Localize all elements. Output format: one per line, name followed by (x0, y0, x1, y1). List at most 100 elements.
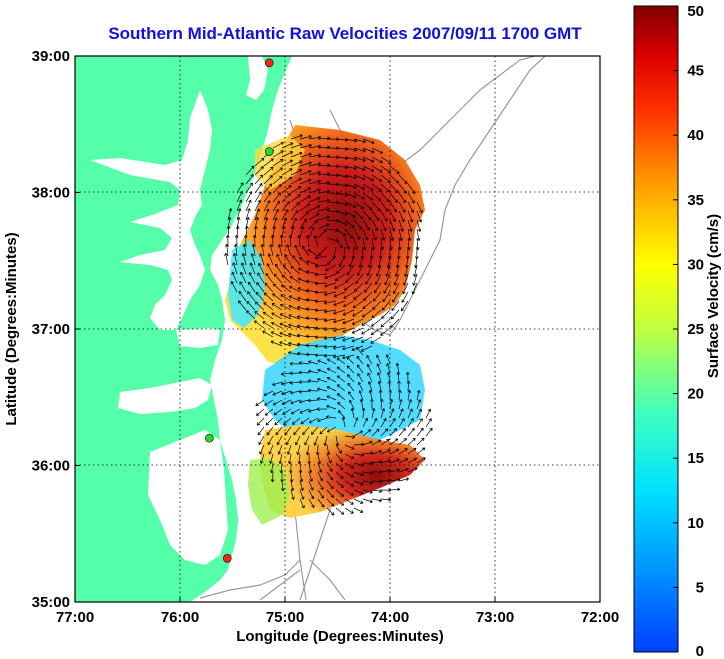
current-vector (299, 178, 312, 185)
current-vector (347, 374, 355, 383)
current-vector (308, 226, 315, 239)
current-vector (326, 404, 337, 410)
current-vector (385, 264, 391, 277)
current-vector (362, 201, 373, 211)
current-vector (371, 309, 382, 319)
current-vector (289, 471, 294, 483)
current-vector (317, 489, 324, 499)
current-vector (290, 390, 301, 395)
current-vector (370, 336, 382, 344)
current-vector (377, 380, 382, 392)
current-vector (287, 453, 292, 465)
current-vector (232, 262, 238, 275)
current-vector (380, 438, 390, 446)
current-vector (254, 208, 260, 221)
current-vector (370, 398, 374, 410)
current-vector (288, 323, 301, 329)
current-vector (398, 477, 409, 482)
current-vector (317, 417, 328, 422)
current-vector (338, 410, 346, 419)
current-vector (371, 183, 382, 192)
current-vector (394, 264, 400, 277)
current-vector (306, 260, 319, 266)
y-tick-label: 36:00 (32, 458, 70, 475)
current-vector (326, 376, 337, 383)
current-vector (298, 267, 310, 275)
current-vector (279, 313, 292, 320)
current-vector (224, 253, 229, 266)
current-vector (344, 192, 357, 199)
current-vector (299, 408, 310, 414)
current-vector (281, 168, 293, 176)
current-vector (263, 292, 274, 302)
current-vector (362, 498, 373, 504)
current-vector (254, 311, 265, 320)
current-vector (345, 273, 355, 283)
current-vector (344, 156, 357, 161)
current-vector (272, 175, 283, 185)
current-vector (389, 219, 396, 232)
current-vector (290, 489, 295, 500)
current-vector (280, 381, 292, 386)
current-vector (353, 174, 366, 181)
x-tick-label: 75:00 (266, 609, 304, 626)
current-vector (292, 255, 301, 266)
current-vector (299, 498, 305, 509)
current-vector (353, 228, 361, 240)
current-vector (349, 399, 355, 410)
current-vector (318, 246, 328, 256)
current-vector (240, 262, 247, 275)
current-vector (290, 169, 303, 176)
current-vector (336, 375, 346, 383)
current-vector (332, 345, 346, 350)
current-vector (294, 244, 301, 257)
current-vector (281, 159, 293, 167)
current-vector (317, 453, 322, 465)
current-vector (308, 179, 321, 185)
current-vector (262, 330, 274, 338)
current-vector (256, 282, 265, 293)
current-vector (361, 309, 373, 318)
current-vector (371, 479, 383, 484)
current-vector (306, 269, 319, 275)
current-vector (290, 134, 303, 140)
current-vector (425, 427, 433, 437)
current-vector (335, 201, 348, 207)
current-vector (352, 309, 364, 317)
current-vector (324, 273, 337, 280)
current-vector (231, 271, 238, 284)
current-vector (344, 435, 356, 439)
current-vector (290, 217, 297, 230)
current-vector (323, 435, 328, 447)
current-vector (307, 398, 319, 403)
current-vector (353, 480, 364, 486)
current-vector (288, 295, 301, 302)
current-vector (401, 291, 409, 303)
x-tick-label: 74:00 (371, 609, 409, 626)
current-vector (407, 210, 414, 223)
current-vector (380, 327, 391, 336)
current-vector (270, 462, 274, 474)
current-vector (243, 234, 248, 248)
current-vector (317, 207, 330, 212)
colorbar-tick-label: 35 (687, 192, 704, 209)
current-vector (289, 381, 301, 385)
current-vector (390, 309, 400, 320)
current-vector (353, 417, 359, 428)
current-vector (277, 244, 283, 257)
current-vector (272, 293, 283, 302)
current-vector (398, 467, 409, 473)
current-vector (398, 399, 403, 410)
current-vector (362, 147, 375, 154)
current-vector (353, 165, 366, 172)
current-vector (416, 437, 425, 446)
current-vector (335, 471, 344, 480)
current-vector (326, 507, 335, 516)
current-vector (353, 201, 365, 210)
current-vector (281, 193, 291, 203)
current-vector (291, 417, 301, 425)
current-vector (361, 327, 373, 335)
current-vector (268, 444, 274, 455)
current-vector (353, 192, 365, 200)
current-vector (342, 309, 355, 316)
